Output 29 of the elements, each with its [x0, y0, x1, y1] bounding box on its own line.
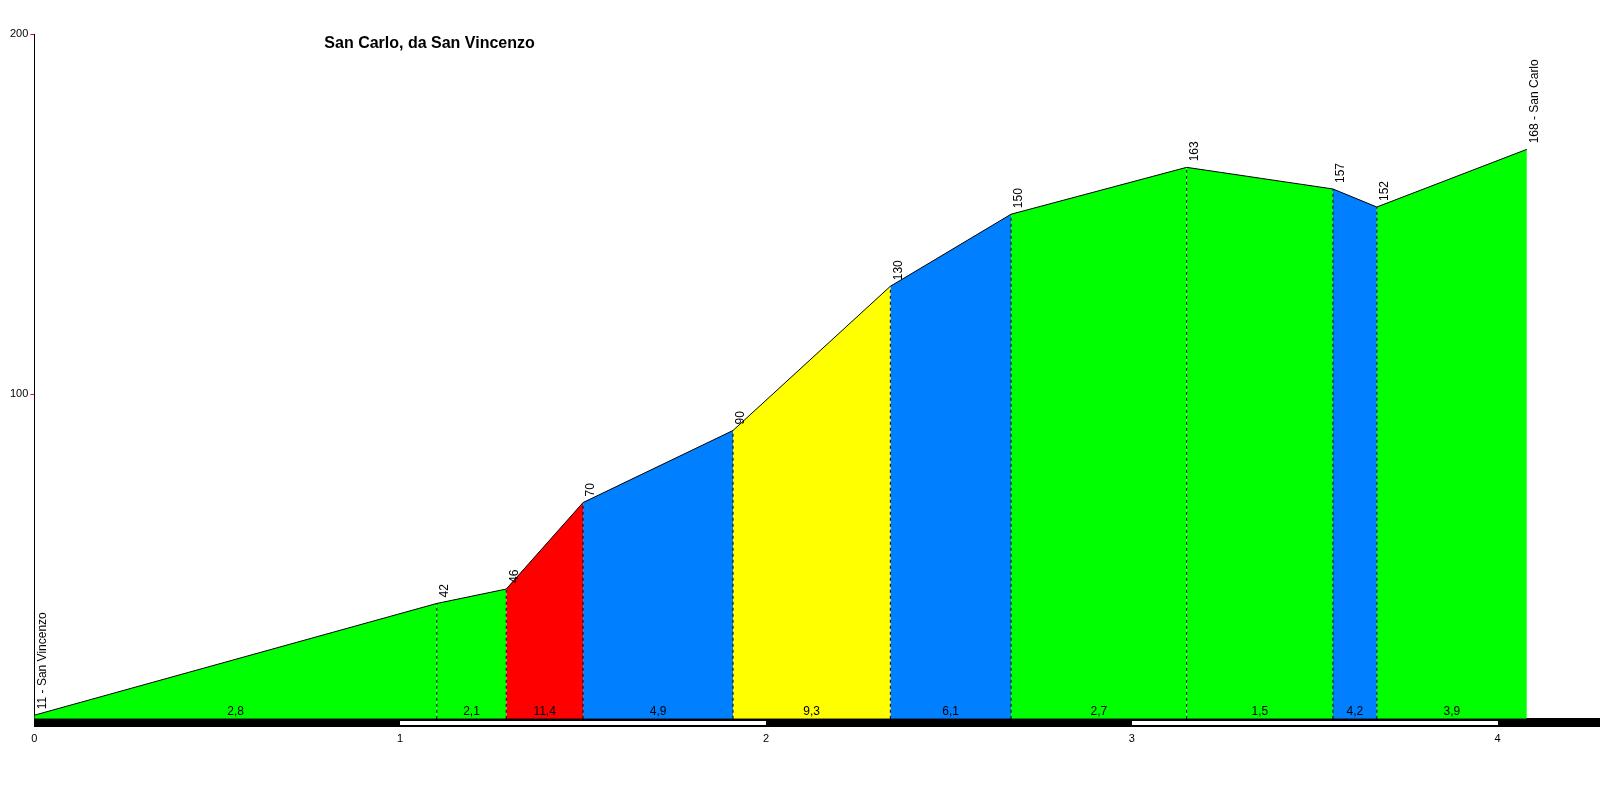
x-tick-label: 4	[1494, 732, 1501, 745]
data-label: 90	[733, 410, 748, 425]
data-label: 46	[506, 569, 521, 584]
chart-title: San Carlo, da San Vincenzo	[324, 34, 536, 52]
x-tick-label: 2	[762, 732, 770, 745]
data-label: 130	[890, 259, 905, 281]
data-label: 157	[1333, 162, 1348, 183]
annotation: 2,7	[1090, 704, 1108, 719]
x-tick-label: 0	[31, 732, 38, 745]
data-label: 42	[437, 583, 452, 598]
annotation: 9,3	[803, 704, 821, 719]
annotation: 4,2	[1346, 704, 1364, 719]
annotation: 6,1	[942, 704, 960, 719]
y-tick-label: 100	[9, 387, 29, 400]
data-label: 70	[583, 482, 598, 497]
x-tick-label: 1	[397, 732, 404, 745]
data-label: 11 - San Vincenzo	[34, 611, 49, 710]
data-label: 150	[1011, 187, 1026, 209]
x-tick-label: 3	[1128, 732, 1135, 745]
annotation: 11,4	[533, 704, 557, 719]
data-label: 168 - San Carlo	[1527, 58, 1542, 144]
annotation: 3,9	[1443, 704, 1461, 719]
annotation: 1,5	[1251, 704, 1269, 719]
y-tick-label: 200	[9, 27, 29, 40]
data-label: 163	[1186, 141, 1201, 162]
annotation: 2,8	[227, 704, 245, 719]
annotation: 2,1	[463, 704, 481, 719]
data-label: 152	[1377, 180, 1392, 201]
annotation: 4,9	[649, 704, 667, 719]
